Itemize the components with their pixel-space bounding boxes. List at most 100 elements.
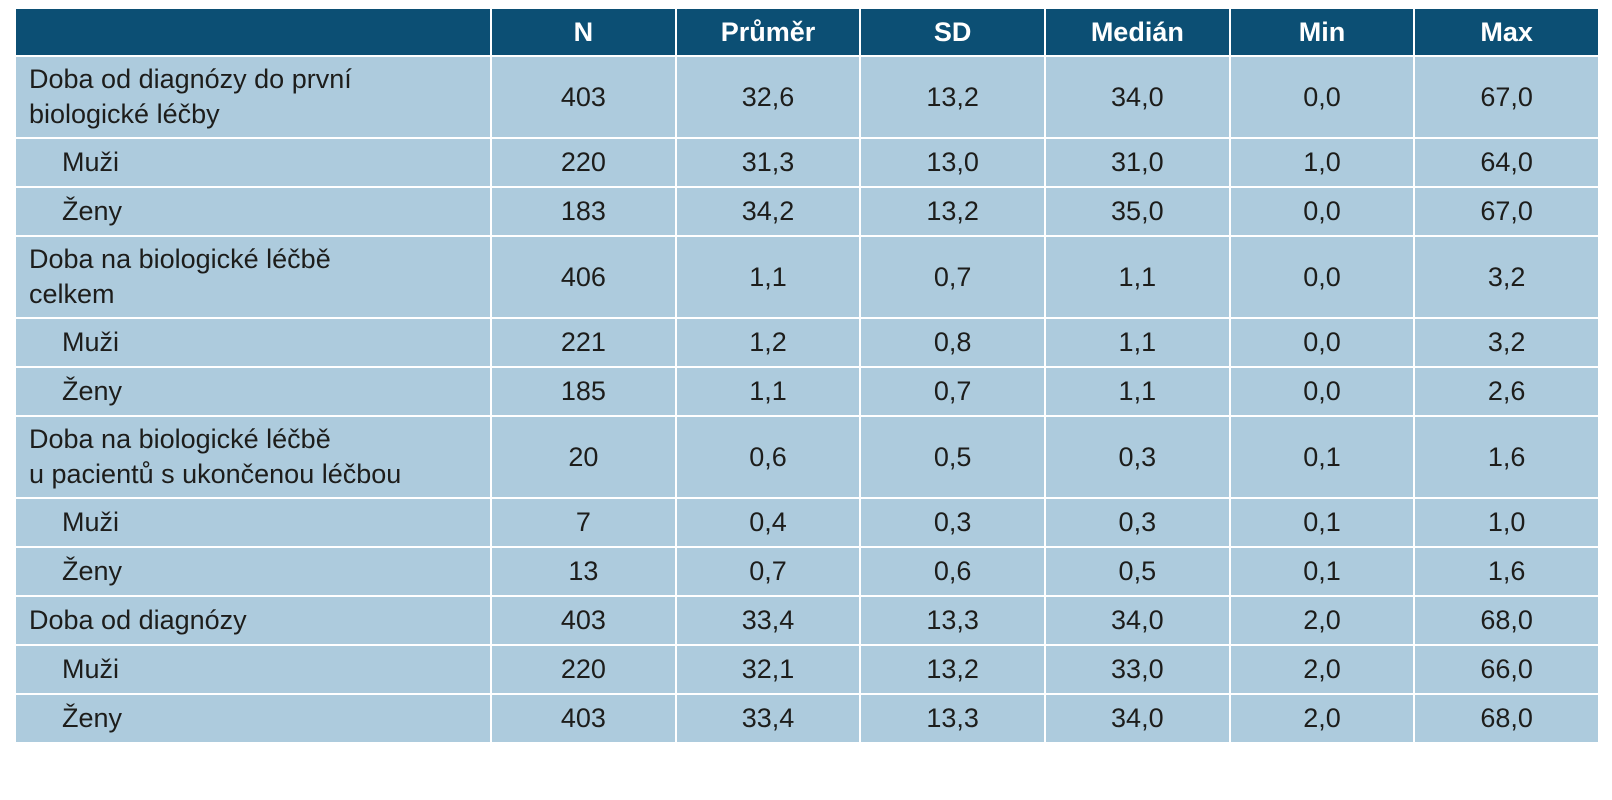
- row-label: Ženy: [16, 695, 491, 742]
- table-row: Muži 220 31,3 13,0 31,0 1,0 64,0: [16, 139, 1598, 186]
- header-cell-mean: Průměr: [676, 9, 860, 55]
- row-label: Muži: [16, 499, 491, 546]
- cell-min: 2,0: [1230, 646, 1414, 693]
- cell-max: 1,0: [1415, 499, 1598, 546]
- table-row: Muži 7 0,4 0,3 0,3 0,1 1,0: [16, 499, 1598, 546]
- table-body: Doba od diagnózy do první biologické léč…: [16, 57, 1598, 742]
- cell-n: 183: [492, 188, 675, 235]
- cell-sd: 0,7: [861, 237, 1044, 317]
- cell-max: 2,6: [1415, 368, 1598, 415]
- cell-min: 0,0: [1230, 188, 1414, 235]
- cell-mean: 33,4: [676, 597, 860, 644]
- cell-n: 403: [492, 695, 675, 742]
- table-row: Muži 221 1,2 0,8 1,1 0,0 3,2: [16, 319, 1598, 366]
- header-cell-max: Max: [1415, 9, 1598, 55]
- row-label-text: Doba na biologické léčbě u pacientů s uk…: [29, 424, 402, 489]
- row-label-text: Muži: [62, 654, 120, 684]
- cell-median: 31,0: [1046, 139, 1229, 186]
- cell-sd: 13,2: [861, 646, 1044, 693]
- cell-n: 406: [492, 237, 675, 317]
- row-label: Doba od diagnózy: [16, 597, 491, 644]
- cell-mean: 0,4: [676, 499, 860, 546]
- cell-sd: 0,7: [861, 368, 1044, 415]
- cell-max: 64,0: [1415, 139, 1598, 186]
- row-label-text: Doba na biologické léčbě celkem: [29, 244, 331, 309]
- cell-max: 1,6: [1415, 417, 1598, 497]
- row-label-text: Ženy: [62, 703, 123, 733]
- row-label-text: Muži: [62, 327, 120, 357]
- cell-mean: 32,1: [676, 646, 860, 693]
- cell-n: 403: [492, 57, 675, 137]
- cell-sd: 13,2: [861, 188, 1044, 235]
- table-row: Ženy 13 0,7 0,6 0,5 0,1 1,6: [16, 548, 1598, 595]
- cell-n: 403: [492, 597, 675, 644]
- table-row: Doba od diagnózy do první biologické léč…: [16, 57, 1598, 137]
- cell-max: 66,0: [1415, 646, 1598, 693]
- cell-mean: 1,2: [676, 319, 860, 366]
- row-label: Ženy: [16, 368, 491, 415]
- row-label-text: Ženy: [62, 376, 123, 406]
- row-label: Ženy: [16, 548, 491, 595]
- table-row: Muži 220 32,1 13,2 33,0 2,0 66,0: [16, 646, 1598, 693]
- cell-median: 1,1: [1046, 368, 1229, 415]
- row-label: Muži: [16, 139, 491, 186]
- cell-mean: 1,1: [676, 237, 860, 317]
- statistics-table: N Průměr SD Medián Min Max Doba od diagn…: [14, 7, 1600, 744]
- cell-n: 7: [492, 499, 675, 546]
- cell-min: 0,0: [1230, 237, 1414, 317]
- row-label: Doba od diagnózy do první biologické léč…: [16, 57, 491, 137]
- row-label-text: Doba od diagnózy do první biologické léč…: [29, 64, 352, 129]
- cell-sd: 0,3: [861, 499, 1044, 546]
- header-cell-sd: SD: [861, 9, 1044, 55]
- header-cell-n: N: [492, 9, 675, 55]
- cell-max: 1,6: [1415, 548, 1598, 595]
- cell-median: 0,5: [1046, 548, 1229, 595]
- cell-min: 1,0: [1230, 139, 1414, 186]
- header-cell-median: Medián: [1046, 9, 1229, 55]
- cell-n: 20: [492, 417, 675, 497]
- cell-median: 0,3: [1046, 417, 1229, 497]
- cell-n: 220: [492, 139, 675, 186]
- cell-max: 68,0: [1415, 695, 1598, 742]
- row-label-text: Ženy: [62, 196, 123, 226]
- cell-sd: 13,3: [861, 695, 1044, 742]
- cell-min: 0,0: [1230, 319, 1414, 366]
- cell-median: 33,0: [1046, 646, 1229, 693]
- cell-sd: 13,0: [861, 139, 1044, 186]
- header-cell-label: [16, 9, 491, 55]
- cell-sd: 13,3: [861, 597, 1044, 644]
- row-label-text: Muži: [62, 147, 120, 177]
- cell-max: 3,2: [1415, 319, 1598, 366]
- cell-median: 34,0: [1046, 597, 1229, 644]
- cell-mean: 31,3: [676, 139, 860, 186]
- row-label: Ženy: [16, 188, 491, 235]
- table-row: Doba na biologické léčbě u pacientů s uk…: [16, 417, 1598, 497]
- table-header: N Průměr SD Medián Min Max: [16, 9, 1598, 55]
- row-label: Doba na biologické léčbě celkem: [16, 237, 491, 317]
- row-label-text: Doba od diagnózy: [29, 605, 247, 635]
- cell-median: 0,3: [1046, 499, 1229, 546]
- cell-min: 0,1: [1230, 417, 1414, 497]
- cell-max: 67,0: [1415, 188, 1598, 235]
- cell-min: 2,0: [1230, 695, 1414, 742]
- cell-mean: 32,6: [676, 57, 860, 137]
- cell-max: 67,0: [1415, 57, 1598, 137]
- row-label: Muži: [16, 319, 491, 366]
- row-label-text: Ženy: [62, 556, 123, 586]
- cell-mean: 33,4: [676, 695, 860, 742]
- cell-median: 34,0: [1046, 57, 1229, 137]
- cell-n: 221: [492, 319, 675, 366]
- row-label: Muži: [16, 646, 491, 693]
- table-row: Ženy 183 34,2 13,2 35,0 0,0 67,0: [16, 188, 1598, 235]
- cell-n: 185: [492, 368, 675, 415]
- table-row: Doba od diagnózy 403 33,4 13,3 34,0 2,0 …: [16, 597, 1598, 644]
- header-row: N Průměr SD Medián Min Max: [16, 9, 1598, 55]
- cell-mean: 1,1: [676, 368, 860, 415]
- cell-sd: 0,6: [861, 548, 1044, 595]
- cell-min: 0,1: [1230, 548, 1414, 595]
- header-cell-min: Min: [1230, 9, 1414, 55]
- cell-min: 2,0: [1230, 597, 1414, 644]
- cell-min: 0,0: [1230, 57, 1414, 137]
- cell-mean: 34,2: [676, 188, 860, 235]
- cell-median: 34,0: [1046, 695, 1229, 742]
